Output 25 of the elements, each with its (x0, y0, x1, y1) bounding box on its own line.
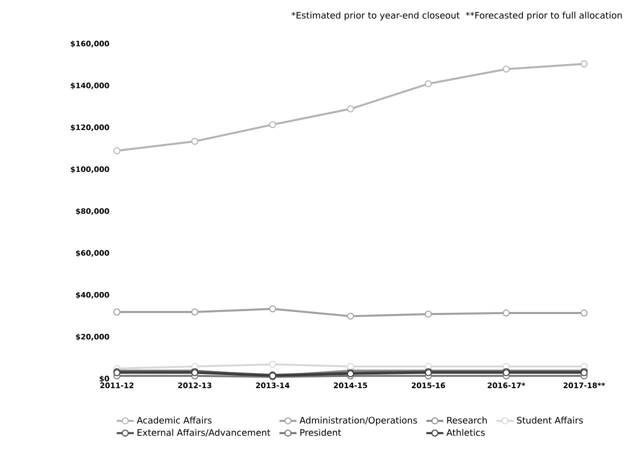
point (347, 312, 354, 320)
text: *Estimated prior to year-end closeout (292, 12, 460, 20)
point (502, 66, 510, 73)
point (269, 360, 276, 368)
point (347, 105, 354, 112)
point (113, 308, 120, 316)
point (269, 121, 276, 128)
legend-label: Student Affairs (517, 416, 583, 424)
point (269, 305, 276, 312)
point (191, 308, 198, 316)
legend-label: Academic Affairs (136, 416, 212, 424)
text: **Forecasted prior to full allocation (466, 12, 622, 20)
point (113, 147, 120, 154)
legend-label: Athletics (446, 428, 485, 436)
legend-label: Administration/Operations (300, 416, 417, 426)
point (502, 310, 510, 317)
legend-label: Research (447, 416, 487, 424)
point (347, 362, 354, 370)
point (424, 80, 432, 88)
point (191, 138, 198, 145)
point (580, 310, 588, 317)
point (424, 310, 432, 318)
point (580, 60, 588, 68)
legend-label: President (300, 428, 342, 436)
legend-label: External Affairs/Advancement (138, 428, 270, 437)
